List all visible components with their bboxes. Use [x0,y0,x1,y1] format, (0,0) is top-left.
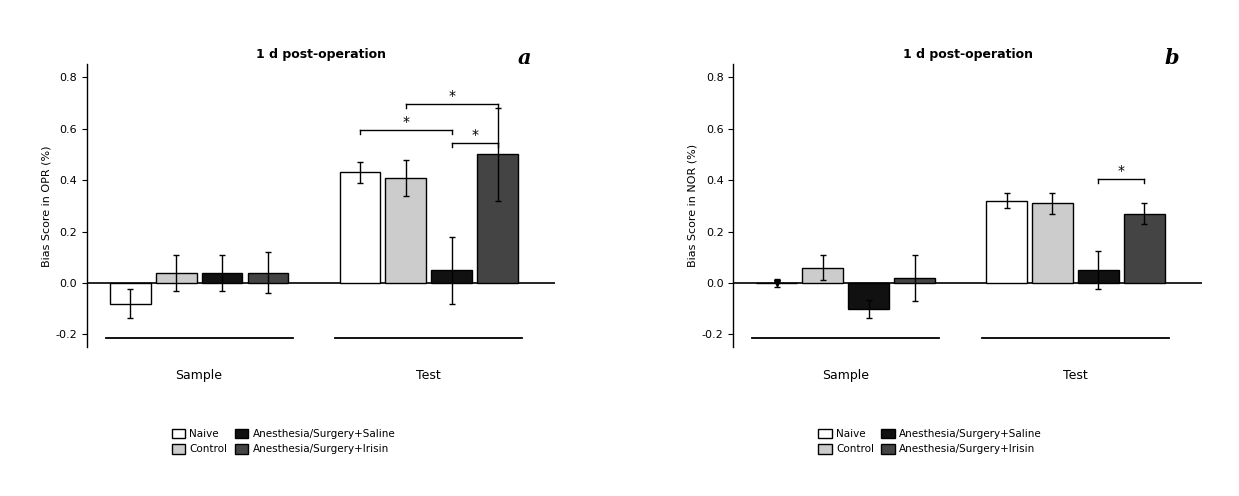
Bar [339,173,380,283]
Text: b: b [1165,48,1180,67]
Legend: Naive, Control, Anesthesia/Surgery+Saline, Anesthesia/Surgery+Irisin: Naive, Control, Anesthesia/Surgery+Salin… [818,429,1042,454]
Bar [986,201,1027,283]
Bar [110,283,151,304]
Bar [802,267,843,283]
Title: 1 d post-operation: 1 d post-operation [256,48,387,61]
Text: a: a [518,48,532,67]
Bar [202,273,243,283]
Text: *: * [449,89,456,103]
Bar [895,278,935,283]
Title: 1 d post-operation: 1 d post-operation [902,48,1032,61]
Bar [1124,214,1165,283]
Text: *: * [471,127,478,141]
Bar [248,273,289,283]
Text: *: * [1118,164,1125,178]
Text: *: * [403,115,409,129]
Y-axis label: Bias Score in OPR (%): Bias Score in OPR (%) [41,145,51,266]
Bar [431,270,472,283]
Bar [156,273,197,283]
Legend: Naive, Control, Anesthesia/Surgery+Saline, Anesthesia/Surgery+Irisin: Naive, Control, Anesthesia/Surgery+Salin… [172,429,395,454]
Bar [385,178,426,283]
Bar [849,283,890,309]
Bar [477,154,518,283]
Y-axis label: Bias Score in NOR (%): Bias Score in NOR (%) [688,144,698,267]
Bar [1032,203,1073,283]
Bar [1078,270,1119,283]
